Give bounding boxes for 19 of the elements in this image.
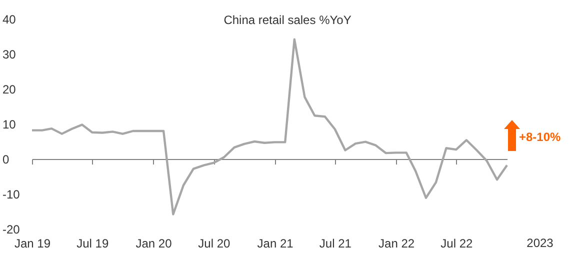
- x-tick-label: Jul 22: [440, 236, 474, 250]
- x-tick-label: Jan 21: [257, 236, 294, 250]
- x-tick-label: Jul 21: [319, 236, 352, 250]
- y-tick-label: 40: [2, 12, 16, 26]
- y-tick-label: 10: [2, 118, 16, 132]
- y-tick-label: 0: [2, 152, 10, 166]
- y-tick-label: 20: [2, 82, 16, 96]
- x-tick-label: Jan 22: [378, 236, 415, 250]
- y-tick-label: -10: [2, 188, 20, 202]
- x-tick-label: Jul 20: [198, 236, 231, 250]
- x-tick-label: Jan 19: [14, 236, 51, 250]
- y-tick-label: -20: [2, 222, 20, 236]
- chart-title: China retail sales %YoY: [224, 13, 352, 27]
- text: +8-10%: [519, 130, 562, 144]
- y-tick-label: 30: [2, 48, 16, 62]
- x-tick-label: Jul 19: [76, 236, 109, 250]
- line-series: [30, 38, 508, 216]
- text: 2023: [526, 236, 554, 250]
- x-tick-label: Jan 20: [136, 236, 172, 250]
